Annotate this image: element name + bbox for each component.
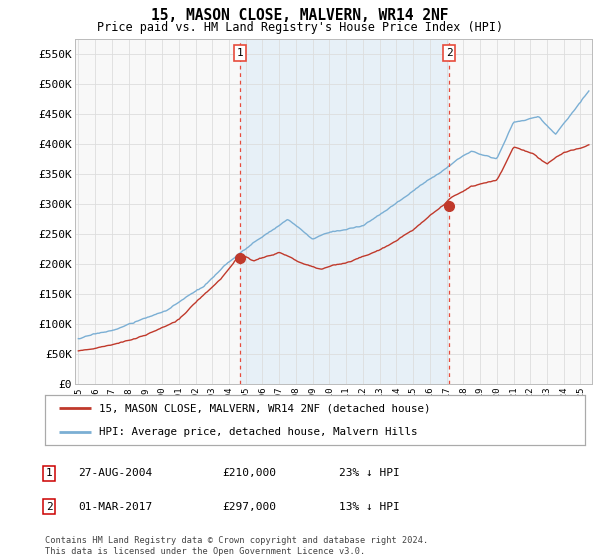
Bar (240, 39, 449, 384)
Text: £297,000: £297,000 (222, 502, 276, 512)
Text: 15, MASON CLOSE, MALVERN, WR14 2NF: 15, MASON CLOSE, MALVERN, WR14 2NF (151, 8, 449, 24)
Text: 2: 2 (446, 48, 453, 58)
Text: 15, MASON CLOSE, MALVERN, WR14 2NF (detached house): 15, MASON CLOSE, MALVERN, WR14 2NF (deta… (99, 403, 431, 413)
Text: 2: 2 (46, 502, 53, 512)
Text: HPI: Average price, detached house, Malvern Hills: HPI: Average price, detached house, Malv… (99, 427, 418, 437)
Text: 23% ↓ HPI: 23% ↓ HPI (339, 468, 400, 478)
Text: 27-AUG-2004: 27-AUG-2004 (78, 468, 152, 478)
Text: Contains HM Land Registry data © Crown copyright and database right 2024.
This d: Contains HM Land Registry data © Crown c… (45, 536, 428, 556)
Text: 1: 1 (46, 468, 53, 478)
Text: 13% ↓ HPI: 13% ↓ HPI (339, 502, 400, 512)
Text: 1: 1 (236, 48, 243, 58)
Text: 01-MAR-2017: 01-MAR-2017 (78, 502, 152, 512)
Text: £210,000: £210,000 (222, 468, 276, 478)
Text: Price paid vs. HM Land Registry's House Price Index (HPI): Price paid vs. HM Land Registry's House … (97, 21, 503, 34)
